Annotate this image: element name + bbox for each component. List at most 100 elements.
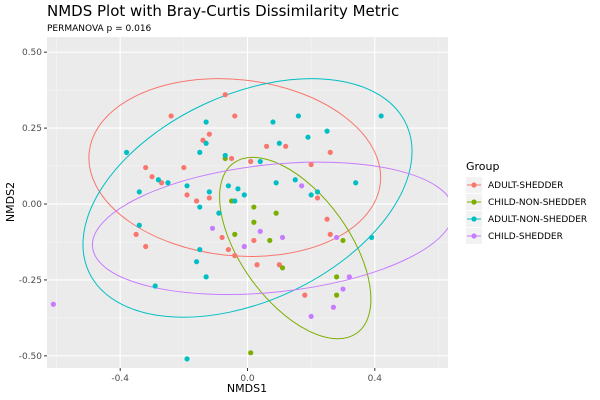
point-adult-non-shedder: [155, 177, 161, 183]
y-axis-label: NMDS2: [4, 182, 17, 222]
point-child-shedder: [241, 243, 247, 250]
point-adult-non-shedder: [197, 149, 203, 155]
point-adult-non-shedder: [136, 189, 142, 195]
point-adult-shedder: [302, 292, 308, 298]
point-adult-non-shedder: [305, 134, 311, 140]
y-tick-label: 0.50: [22, 48, 42, 58]
point-adult-non-shedder: [353, 180, 359, 186]
point-adult-shedder: [184, 192, 190, 198]
point-adult-shedder: [206, 195, 212, 201]
point-child-non-shedder: [251, 219, 257, 225]
point-child-non-shedder: [273, 210, 279, 216]
point-adult-shedder: [143, 164, 149, 171]
point-adult-non-shedder: [314, 189, 321, 195]
y-tick-label: -0.25: [19, 276, 42, 286]
point-adult-non-shedder: [378, 113, 384, 119]
x-tick-label: 0.4: [368, 374, 383, 384]
point-child-shedder: [346, 274, 352, 280]
point-adult-shedder: [308, 161, 314, 168]
point-adult-non-shedder: [184, 183, 190, 189]
point-child-shedder: [209, 225, 216, 231]
point-adult-shedder: [254, 262, 260, 268]
point-adult-non-shedder: [276, 140, 282, 146]
point-adult-non-shedder: [232, 198, 238, 204]
y-tick-label: -0.50: [19, 352, 43, 362]
point-adult-shedder: [181, 164, 187, 171]
point-child-shedder: [308, 313, 314, 319]
point-adult-non-shedder: [216, 210, 222, 216]
point-adult-shedder: [314, 195, 321, 201]
point-child-shedder: [340, 286, 346, 292]
point-adult-shedder: [232, 113, 238, 119]
y-tick-label: 0.00: [22, 200, 42, 210]
point-adult-shedder: [283, 143, 289, 149]
y-tick-label: 0.25: [22, 124, 42, 134]
point-adult-non-shedder: [324, 128, 330, 134]
legend-key-point: [471, 233, 477, 239]
point-adult-non-shedder: [203, 140, 209, 146]
ellipse-adult-non-shedder: [82, 78, 413, 318]
point-adult-shedder: [222, 92, 228, 98]
point-adult-non-shedder: [206, 189, 212, 195]
point-child-shedder: [299, 183, 305, 189]
point-adult-non-shedder: [203, 274, 209, 280]
point-adult-non-shedder: [123, 149, 130, 155]
data-points: [50, 92, 384, 362]
point-adult-shedder: [232, 253, 238, 259]
point-adult-shedder: [251, 237, 257, 244]
point-adult-non-shedder: [152, 283, 158, 289]
point-adult-shedder: [327, 149, 333, 155]
x-tick-label: 0.0: [240, 374, 255, 384]
point-child-non-shedder: [279, 265, 286, 271]
point-adult-shedder: [168, 113, 174, 119]
point-child-non-shedder: [267, 237, 273, 244]
point-adult-shedder: [149, 174, 155, 180]
ellipse-adult-shedder: [88, 78, 382, 257]
point-adult-non-shedder: [136, 222, 142, 228]
point-adult-non-shedder: [292, 177, 298, 183]
point-adult-shedder: [228, 155, 235, 162]
legend-key-point: [471, 182, 477, 188]
point-adult-shedder: [219, 234, 225, 241]
point-adult-non-shedder: [197, 204, 203, 210]
legend-label: CHILD-NON-SHEDDER: [488, 198, 587, 208]
point-child-non-shedder: [340, 237, 346, 244]
point-adult-shedder: [263, 143, 270, 149]
point-child-non-shedder: [334, 274, 340, 280]
point-adult-non-shedder: [197, 246, 203, 253]
point-adult-non-shedder: [225, 183, 232, 189]
point-child-shedder: [257, 228, 263, 234]
point-adult-non-shedder: [295, 113, 302, 119]
point-adult-non-shedder: [241, 192, 247, 198]
point-child-non-shedder: [232, 231, 238, 237]
point-adult-shedder: [327, 231, 333, 237]
point-adult-non-shedder: [308, 192, 314, 198]
point-child-non-shedder: [334, 292, 340, 298]
point-child-shedder: [330, 304, 337, 310]
point-adult-shedder: [324, 216, 330, 222]
legend-label: ADULT-NON-SHEDDER: [488, 215, 587, 225]
legend-label: CHILD-SHEDDER: [488, 232, 563, 242]
x-tick-label: -0.4: [111, 374, 129, 384]
ellipse-child-non-shedder: [219, 156, 372, 340]
point-child-shedder: [50, 301, 56, 307]
point-child-shedder: [279, 234, 286, 241]
legend-title: Group: [466, 160, 500, 173]
point-adult-shedder: [193, 198, 200, 204]
point-adult-non-shedder: [369, 234, 375, 241]
point-adult-shedder: [206, 131, 212, 137]
ellipse-child-shedder: [91, 161, 448, 296]
point-adult-non-shedder: [203, 119, 209, 125]
point-child-shedder: [334, 234, 340, 241]
point-adult-non-shedder: [270, 119, 276, 125]
point-adult-non-shedder: [193, 259, 200, 265]
point-adult-shedder: [248, 158, 254, 165]
point-adult-non-shedder: [235, 186, 241, 192]
confidence-ellipses: [82, 78, 448, 340]
y-axis-ticks: -0.50 -0.25 0.00 0.25 0.50: [19, 48, 47, 362]
point-adult-non-shedder: [184, 356, 190, 362]
point-adult-non-shedder: [257, 158, 263, 165]
legend-label: ADULT-SHEDDER: [488, 181, 563, 191]
point-child-non-shedder: [248, 350, 254, 356]
